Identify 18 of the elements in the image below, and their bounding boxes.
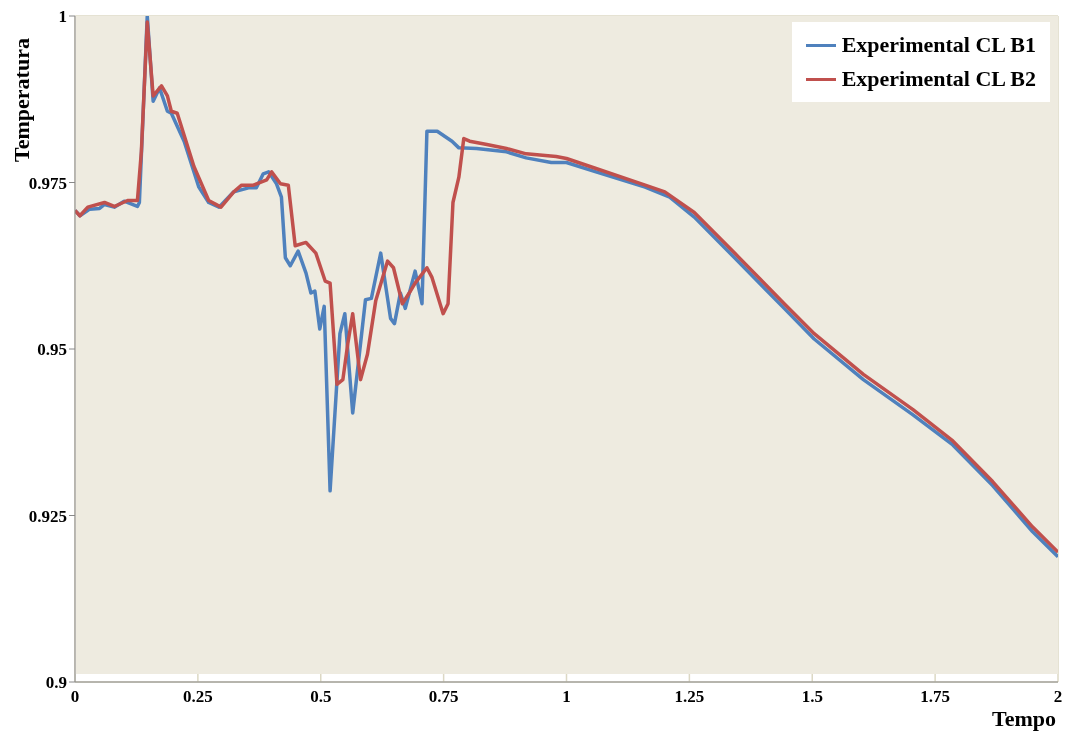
x-tick-label: 0.25 bbox=[183, 687, 213, 707]
x-tick-label: 0 bbox=[70, 687, 80, 707]
y-tick-label: 0.9 bbox=[45, 673, 67, 693]
x-tick-label: 1.25 bbox=[674, 687, 705, 707]
x-tick-label: 1 bbox=[562, 687, 571, 707]
y-tick-label: 0.95 bbox=[37, 340, 67, 360]
x-tick-label: 2 bbox=[1053, 687, 1063, 707]
y-tick-label: 0.975 bbox=[28, 173, 67, 193]
x-tick-label: 0.75 bbox=[428, 687, 459, 707]
x-axis-title: Tempo bbox=[992, 706, 1056, 731]
x-tick-label: 1.75 bbox=[920, 687, 950, 707]
y-tick-label: 1 bbox=[58, 7, 67, 27]
legend-label: Experimental CL B1 bbox=[841, 31, 1036, 59]
y-axis-title: Temperatura bbox=[9, 38, 34, 162]
x-tick-label: 0.5 bbox=[310, 687, 332, 707]
x-tick-label: 1.5 bbox=[801, 687, 823, 707]
y-tick-label: 0.925 bbox=[28, 506, 67, 526]
legend-label: Experimental CL B2 bbox=[841, 65, 1036, 93]
